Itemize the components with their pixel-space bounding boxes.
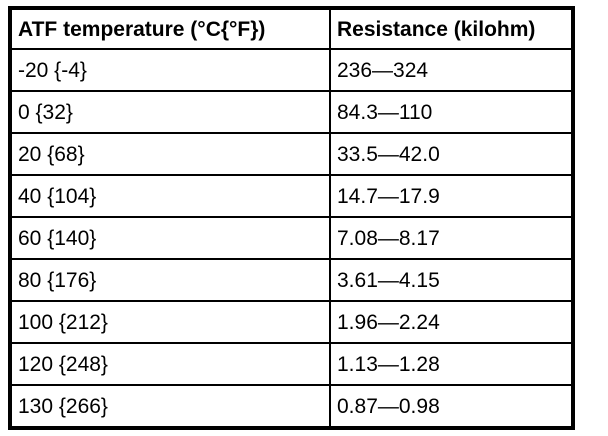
table-row: 120 {248} 1.13—1.28 bbox=[9, 342, 574, 386]
table-cell-resistance: 0.87—0.98 bbox=[329, 384, 574, 429]
table-cell-temperature: 100 {212} bbox=[9, 300, 331, 344]
table-cell-temperature: 0 {32} bbox=[9, 90, 331, 134]
atf-resistance-table: ATF temperature (°C{°F}) Resistance (kil… bbox=[8, 6, 575, 430]
table-cell-resistance: 33.5—42.0 bbox=[329, 132, 574, 176]
table-cell-temperature: -20 {-4} bbox=[9, 48, 331, 92]
table-cell-temperature: 60 {140} bbox=[9, 216, 331, 260]
header-cell-atf-temperature: ATF temperature (°C{°F}) bbox=[9, 7, 331, 50]
table-row: -20 {-4} 236—324 bbox=[9, 48, 574, 92]
table-cell-resistance: 236—324 bbox=[329, 48, 574, 92]
header-cell-resistance: Resistance (kilohm) bbox=[329, 7, 574, 50]
table-cell-temperature: 120 {248} bbox=[9, 342, 331, 386]
table-row: 0 {32} 84.3—110 bbox=[9, 90, 574, 134]
table-header-row: ATF temperature (°C{°F}) Resistance (kil… bbox=[9, 7, 574, 50]
table-row: 100 {212} 1.96—2.24 bbox=[9, 300, 574, 344]
table-row: 20 {68} 33.5—42.0 bbox=[9, 132, 574, 176]
table-cell-resistance: 1.96—2.24 bbox=[329, 300, 574, 344]
table-cell-resistance: 84.3—110 bbox=[329, 90, 574, 134]
table-cell-temperature: 130 {266} bbox=[9, 384, 331, 429]
table-cell-resistance: 1.13—1.28 bbox=[329, 342, 574, 386]
table-row: 60 {140} 7.08—8.17 bbox=[9, 216, 574, 260]
table-cell-temperature: 20 {68} bbox=[9, 132, 331, 176]
table-cell-resistance: 3.61—4.15 bbox=[329, 258, 574, 302]
table-cell-temperature: 80 {176} bbox=[9, 258, 331, 302]
table-cell-resistance: 7.08—8.17 bbox=[329, 216, 574, 260]
table-cell-resistance: 14.7—17.9 bbox=[329, 174, 574, 218]
table-row: 40 {104} 14.7—17.9 bbox=[9, 174, 574, 218]
table-row: 130 {266} 0.87—0.98 bbox=[9, 384, 574, 429]
table-row: 80 {176} 3.61—4.15 bbox=[9, 258, 574, 302]
table-cell-temperature: 40 {104} bbox=[9, 174, 331, 218]
